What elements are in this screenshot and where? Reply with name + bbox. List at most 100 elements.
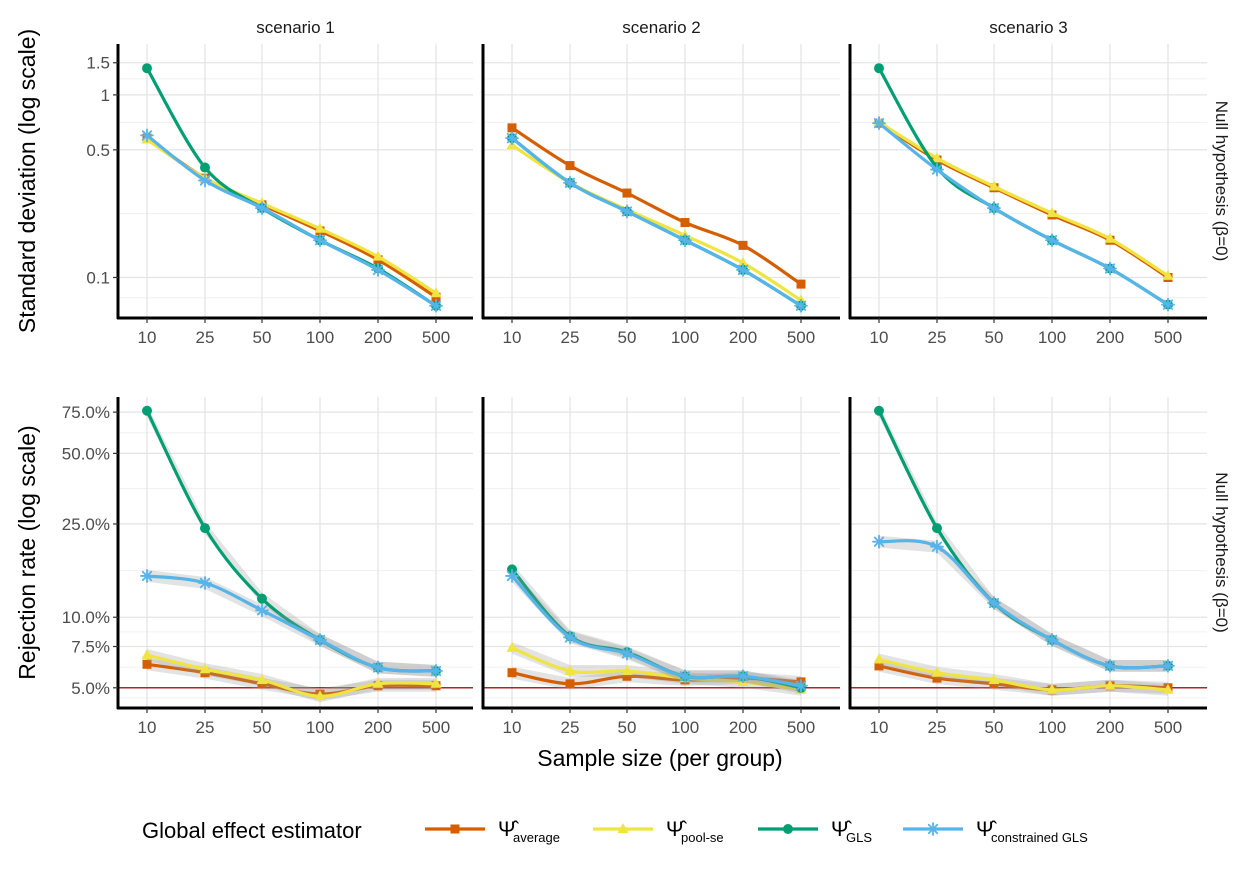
data-point-average xyxy=(932,673,942,683)
y-tick-label: 25.0% xyxy=(62,515,110,534)
x-tick-label: 25 xyxy=(928,718,947,737)
x-tick-label: 10 xyxy=(138,328,157,347)
confidence-band-gls xyxy=(147,404,436,677)
series-line-gls xyxy=(877,410,1169,670)
x-tick-label: 200 xyxy=(1096,328,1124,347)
x-tick-label: 25 xyxy=(196,328,215,347)
x-tick-label: 50 xyxy=(253,328,272,347)
data-point-average xyxy=(507,123,517,133)
series-line-cgls xyxy=(146,134,437,308)
data-point-average xyxy=(142,659,152,669)
y-tick-label: 0.5 xyxy=(86,141,110,160)
column-strip-label: scenario 2 xyxy=(622,18,700,37)
data-point-cgls xyxy=(255,603,269,618)
data-point-cgls xyxy=(255,201,269,215)
data-point-pool_se xyxy=(1104,679,1116,690)
data-point-pool_se xyxy=(1046,683,1058,694)
x-tick-label: 100 xyxy=(306,718,334,737)
x-tick-label: 500 xyxy=(1154,328,1182,347)
x-tick-label: 500 xyxy=(1154,718,1182,737)
data-point-pool_se xyxy=(141,649,153,660)
data-point-gls xyxy=(932,523,942,534)
data-point-cgls xyxy=(930,162,944,177)
legend-item-cgls: Ψ̂constrained GLS xyxy=(903,818,1088,845)
data-point-cgls xyxy=(678,233,692,248)
x-tick-label: 10 xyxy=(138,718,157,737)
data-point-cgls xyxy=(620,204,634,219)
legend-key-marker xyxy=(450,824,460,834)
x-tick-label: 25 xyxy=(928,328,947,347)
data-point-pool_se xyxy=(931,152,943,163)
data-point-cgls xyxy=(313,233,327,248)
data-point-gls xyxy=(142,405,152,416)
data-point-gls xyxy=(874,63,884,74)
legend-title: Global effect estimator xyxy=(142,818,362,843)
x-tick-label: 200 xyxy=(364,328,392,347)
data-point-pool_se xyxy=(1162,269,1174,280)
legend-symbol: Ψ̂ xyxy=(831,818,853,841)
row-strip-label: Null hypothesis (β=0) xyxy=(1212,472,1231,633)
x-tick-label: 100 xyxy=(1038,328,1066,347)
series-line-pool_se xyxy=(878,657,1169,692)
data-point-pool_se xyxy=(564,664,576,675)
panel-2-3: 10 25 50 100 200 500 xyxy=(848,397,1207,737)
y-tick-label: 0.1 xyxy=(86,268,110,287)
data-point-pool_se xyxy=(931,666,943,677)
confidence-band-gls xyxy=(879,404,1168,672)
data-point-cgls xyxy=(429,298,443,313)
data-point-gls xyxy=(200,162,210,173)
data-point-cgls xyxy=(563,175,577,190)
x-tick-label: 200 xyxy=(1096,718,1124,737)
data-point-average xyxy=(680,218,690,228)
data-point-cgls xyxy=(987,596,1001,610)
x-tick-label: 10 xyxy=(870,718,889,737)
data-point-cgls xyxy=(371,263,385,277)
data-point-pool_se xyxy=(372,250,384,261)
data-point-pool_se xyxy=(1104,232,1116,243)
legend-key-marker xyxy=(926,822,940,836)
data-point-cgls xyxy=(198,576,212,590)
panel-2-1: 10 25 50 100 200 500 5.0% 7.5% 10.0% 25.0% 50.0% 75… xyxy=(62,397,473,737)
legend-subscript: average xyxy=(513,830,560,845)
data-point-cgls xyxy=(140,569,154,583)
data-point-pool_se xyxy=(256,673,268,684)
y-tick-label: 1 xyxy=(101,86,110,105)
x-tick-label: 100 xyxy=(671,718,699,737)
x-tick-label: 10 xyxy=(870,328,889,347)
data-point-cgls xyxy=(429,664,443,678)
x-tick-label: 200 xyxy=(729,328,757,347)
data-point-cgls xyxy=(505,569,519,583)
confidence-band-average xyxy=(147,658,436,700)
column-strip-label: scenario 1 xyxy=(256,18,334,37)
data-point-pool_se xyxy=(430,677,442,688)
chart-row-1: Standard deviation (log scale) Null hypot… xyxy=(14,18,1231,347)
x-tick-label: 50 xyxy=(985,718,1004,737)
series-line-pool_se xyxy=(146,653,437,698)
x-tick-label: 25 xyxy=(561,328,580,347)
chart-row-2: Rejection rate (log scale) Null hypothesi… xyxy=(14,397,1231,737)
data-point-cgls xyxy=(371,660,385,675)
data-point-pool_se xyxy=(1046,207,1058,218)
data-point-pool_se xyxy=(372,677,384,688)
x-tick-label: 25 xyxy=(561,718,580,737)
panel-2-2: 10 25 50 100 200 500 xyxy=(481,397,840,737)
y-tick-label: 10.0% xyxy=(62,608,110,627)
y-tick-label: 75.0% xyxy=(62,403,110,422)
x-tick-label: 100 xyxy=(306,328,334,347)
legend-item-pool_se: Ψ̂pool-se xyxy=(593,818,724,845)
legend-symbol: Ψ̂ xyxy=(498,818,520,841)
panel-1-2: scenario 2 10 25 50 100 200 500 xyxy=(481,18,840,347)
data-point-cgls xyxy=(313,633,327,647)
data-point-cgls xyxy=(930,539,944,554)
x-tick-label: 25 xyxy=(196,718,215,737)
data-point-pool_se xyxy=(1162,683,1174,694)
x-tick-label: 200 xyxy=(729,718,757,737)
y-tick-label: 50.0% xyxy=(62,444,110,463)
data-point-average xyxy=(565,679,575,689)
legend-subscript: pool-se xyxy=(681,830,724,845)
legend-key-marker xyxy=(783,824,793,834)
y-axis-title: Rejection rate (log scale) xyxy=(14,425,40,679)
data-point-average xyxy=(738,240,748,250)
